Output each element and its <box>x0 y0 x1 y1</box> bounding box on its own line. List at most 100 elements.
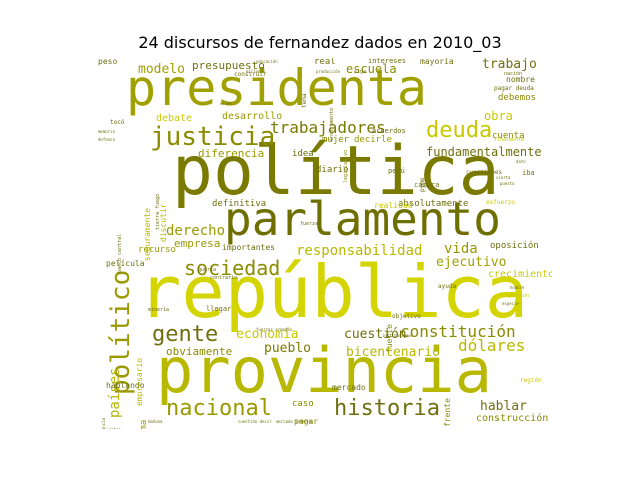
word-memoria: memoria <box>98 129 115 134</box>
word-pueblo: pueblo <box>264 341 311 356</box>
word-obviamente: obviamente <box>166 345 233 358</box>
word-cuestión: cuestión <box>344 327 407 342</box>
word-absolutamente: absolutamente <box>398 199 469 209</box>
word-deuda: deuda <box>426 118 493 143</box>
word-responsabilidad: responsabilidad <box>296 243 423 259</box>
word-perú: perú <box>388 167 405 175</box>
word-cámara: cámara <box>414 181 440 189</box>
word-ayuda: ayuda <box>438 283 457 290</box>
word-trabajadores: trabajadores <box>270 118 386 137</box>
word-mismo: mismo <box>220 101 233 106</box>
word-justicia: justicia <box>150 122 276 152</box>
word-diferencia: diferencia <box>198 147 265 160</box>
word-esfuerzo: esfuerzo <box>486 199 515 206</box>
word-constitución: constitución <box>400 322 516 341</box>
word-nacional: nacional <box>166 396 272 421</box>
word-pagar: pagar <box>294 417 319 426</box>
word-historia: historia <box>334 396 440 421</box>
word-institucional: institucional <box>382 333 414 338</box>
word-hombre: hombre <box>510 285 525 290</box>
word-frente: frente <box>443 397 452 427</box>
word-cuestión-decir: cuestión decir <box>238 419 272 424</box>
word-dato: dato <box>516 159 526 164</box>
word-sujetos: sujetos <box>104 428 121 430</box>
word-países: países <box>107 367 123 419</box>
word-presupuesto: presupuesto <box>192 59 265 72</box>
word-debemos: debemos <box>498 93 536 103</box>
word-construir: construir <box>234 71 267 78</box>
word-finalmente: finalmente <box>494 137 525 143</box>
word-mercado: mercado <box>332 383 366 392</box>
word-mayoría: mayoría <box>420 58 454 66</box>
word-pyme: pyme <box>419 177 426 193</box>
word-real: real <box>314 58 336 67</box>
word-instrumento: instrumento <box>329 107 335 141</box>
word-quería: quería <box>198 267 217 273</box>
word-trabajo: trabajo <box>482 58 537 72</box>
word-fundamentalmente: fundamentalmente <box>426 145 542 159</box>
word-hablando: hablando <box>106 381 145 390</box>
word-nación: nación <box>504 71 523 77</box>
word-cloud: república política provincia presidenta parl… <box>96 58 552 429</box>
word-minería: minería <box>148 307 170 313</box>
word-definitiva: definitiva <box>212 199 267 209</box>
word-tema: tema <box>301 93 308 109</box>
word-producción: producción <box>316 69 341 74</box>
word-desarrollo: desarrollo <box>222 111 283 122</box>
word-contrario: contrario <box>210 275 238 281</box>
word-millones: millones <box>246 69 266 74</box>
word-oposición: oposición <box>490 241 539 251</box>
word-gente: gente <box>152 322 219 347</box>
word-decirle: decirle <box>354 135 392 145</box>
word-ejecutivo: ejecutivo <box>436 255 507 270</box>
word-empresa: empresa <box>174 237 221 250</box>
word-pagar-deuda: pagar deuda <box>494 85 534 92</box>
word-fuerte: fuerte <box>385 323 394 353</box>
word-tierra-fuego: tierra fuego <box>155 193 161 230</box>
word-caso: caso <box>292 399 314 409</box>
word-diario: diario <box>316 165 349 175</box>
word-acuerdos: acuerdos <box>372 127 406 135</box>
word-derecho: derecho <box>166 223 226 239</box>
word-llegar: llegar <box>206 305 232 313</box>
word-intereses: intereses <box>368 58 406 65</box>
word-fuerzas-armadas: fuerzas armadas <box>256 327 293 332</box>
word-iba: iba <box>522 169 535 177</box>
word-sociedad: sociedad <box>184 256 281 280</box>
word-república: república <box>138 250 529 334</box>
word-mañana: mañana <box>148 419 163 424</box>
word-nombre: nombre <box>506 75 535 84</box>
word-seguramente: seguramente <box>143 207 152 261</box>
word-idea: idea <box>292 149 314 159</box>
word-hablar: hablar <box>480 399 527 414</box>
word-economía: economía <box>236 327 299 342</box>
word-debate: debate <box>156 113 193 124</box>
word-empresario: empresario <box>135 357 144 406</box>
word-especie: especie <box>502 301 519 306</box>
chart-title: 24 discursos de fernandez dados en 2010_… <box>138 33 502 52</box>
word-cuestiones: cuestiones <box>466 169 503 176</box>
word-obra: obra <box>484 109 513 123</box>
word-cuenta: cuenta <box>492 131 525 141</box>
word-mujer: mujer <box>322 135 350 145</box>
word-recurso: recurso <box>138 245 176 255</box>
word-bicentenario: bicentenario <box>346 345 440 360</box>
word-discutir: discutir <box>159 203 168 243</box>
word-banco-central: banco central <box>117 233 123 273</box>
word-provincia: provincia <box>156 334 492 407</box>
word-peso: peso <box>98 58 118 66</box>
word-realidad: realidad <box>374 201 413 210</box>
word-tocó: tocó <box>110 119 125 126</box>
word-dólares: dólares <box>458 336 526 355</box>
word-objetivo: objetivo <box>392 313 421 320</box>
word-presidenta: presidenta <box>126 59 428 117</box>
word-puesto: puesto <box>500 181 515 186</box>
word-siga: siga <box>354 69 367 75</box>
word-modelo: modelo <box>138 62 185 77</box>
word-gestión: gestión <box>508 293 530 299</box>
word-región: región <box>520 377 542 384</box>
word-mercado-interno: mercado interno <box>276 419 313 424</box>
word-política: política <box>172 132 500 211</box>
word-parlamento: parlamento <box>224 192 501 246</box>
word-crecimiento: crecimiento <box>488 269 552 280</box>
